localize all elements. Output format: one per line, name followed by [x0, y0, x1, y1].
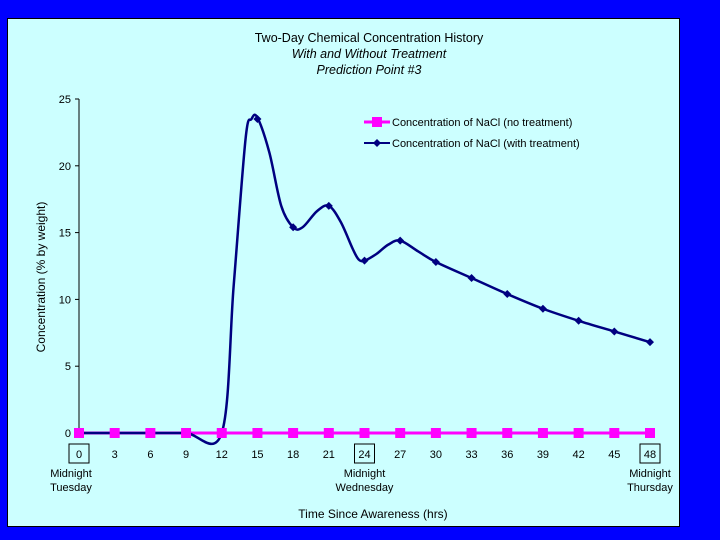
data-point-no-treatment — [609, 428, 620, 438]
data-point-with-treatment — [503, 290, 512, 299]
data-point-no-treatment — [109, 428, 120, 438]
x-annotation-label: Wednesday — [336, 482, 394, 494]
x-tick-box — [68, 443, 90, 464]
x-tick-label: 21 — [323, 449, 335, 461]
x-tick-label: 12 — [216, 449, 228, 461]
chart-title: Two-Day Chemical Concentration History — [255, 31, 484, 45]
legend-label-no-treatment: Concentration of NaCl (no treatment) — [392, 117, 572, 129]
data-point-no-treatment — [502, 428, 513, 438]
y-tick-label: 0 — [65, 428, 71, 440]
x-tick-box — [639, 443, 661, 464]
y-tick-label: 25 — [59, 94, 71, 106]
legend-marker-with-treatment — [373, 139, 381, 147]
x-tick-label: 24 — [358, 449, 370, 461]
y-tick-label: 15 — [59, 228, 71, 240]
data-point-with-treatment — [360, 256, 369, 265]
data-point-no-treatment — [359, 428, 370, 438]
x-tick-label: 27 — [394, 449, 406, 461]
data-point-with-treatment — [646, 338, 654, 347]
data-point-no-treatment — [323, 428, 334, 438]
legend-marker-no-treatment — [372, 117, 382, 127]
data-point-no-treatment — [252, 428, 263, 438]
chart-frame: Two-Day Chemical Concentration History W… — [7, 18, 680, 527]
data-point-no-treatment — [537, 428, 548, 438]
data-point-with-treatment — [324, 201, 333, 210]
data-point-with-treatment — [610, 327, 619, 336]
x-tick-label: 36 — [501, 449, 513, 461]
data-point-no-treatment — [395, 428, 406, 438]
x-annotation-label: Midnight — [344, 468, 386, 480]
chart-prediction-point: Prediction Point #3 — [317, 63, 422, 77]
data-point-with-treatment — [396, 236, 405, 245]
data-point-no-treatment — [74, 428, 84, 438]
chart-subtitle: With and Without Treatment — [292, 47, 447, 61]
data-point-with-treatment — [253, 115, 262, 124]
x-tick-label: 0 — [76, 449, 82, 461]
data-point-no-treatment — [466, 428, 477, 438]
x-tick-label: 39 — [537, 449, 549, 461]
x-annotation-label: Midnight — [629, 468, 671, 480]
x-tick-label: 42 — [573, 449, 585, 461]
x-annotation-label: Midnight — [50, 468, 92, 480]
y-tick-label: 10 — [59, 294, 71, 306]
legend-label-with-treatment: Concentration of NaCl (with treatment) — [392, 138, 580, 150]
concentration-chart: Two-Day Chemical Concentration History W… — [34, 31, 673, 521]
series-line-with-treatment — [78, 113, 651, 446]
x-annotation-label: Thursday — [627, 482, 673, 494]
x-annotation-label: Tuesday — [50, 482, 92, 494]
y-tick-label: 5 — [65, 361, 71, 373]
y-axis-title: Concentration (% by weight) — [34, 202, 48, 353]
data-point-with-treatment — [431, 257, 440, 266]
data-point-with-treatment — [467, 274, 476, 283]
data-point-no-treatment — [181, 428, 192, 438]
x-axis-title: Time Since Awareness (hrs) — [298, 507, 447, 521]
data-point-with-treatment — [538, 304, 547, 313]
legend: Concentration of NaCl (no treatment) Con… — [364, 117, 580, 150]
y-tick-label: 20 — [59, 161, 71, 173]
x-tick-label: 6 — [147, 449, 153, 461]
data-point-with-treatment — [289, 223, 298, 232]
x-tick-label: 15 — [251, 449, 263, 461]
x-tick-box — [354, 443, 375, 464]
x-tick-label: 33 — [465, 449, 477, 461]
data-point-with-treatment — [574, 316, 583, 325]
x-tick-label: 9 — [183, 449, 189, 461]
data-point-no-treatment — [216, 428, 227, 438]
x-tick-label: 18 — [287, 449, 299, 461]
data-point-no-treatment — [573, 428, 584, 438]
data-point-no-treatment — [645, 428, 655, 438]
x-tick-label: 48 — [644, 449, 656, 461]
x-tick-label: 30 — [430, 449, 442, 461]
data-point-no-treatment — [145, 428, 156, 438]
data-point-no-treatment — [430, 428, 441, 438]
x-tick-label: 45 — [608, 449, 620, 461]
x-tick-label: 3 — [112, 449, 118, 461]
data-point-no-treatment — [288, 428, 299, 438]
